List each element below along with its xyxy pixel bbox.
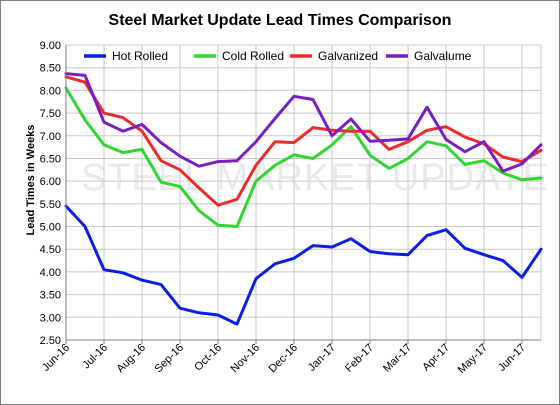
y-tick-label: 3.50	[40, 290, 61, 302]
y-tick-label: 2.50	[40, 335, 61, 347]
y-tick-label: 5.50	[40, 199, 61, 211]
legend: Hot Rolled Cold Rolled Galvanized Galvalume	[84, 49, 472, 63]
y-tick-label: 9.00	[40, 40, 61, 52]
axes	[65, 45, 541, 344]
legend-label-galvanized: Galvanized	[318, 49, 378, 63]
series-line-cold-rolled	[64, 86, 543, 228]
y-tick-label: 6.50	[40, 153, 61, 165]
series-line-galvanized	[64, 75, 543, 207]
y-tick-label: 7.50	[40, 108, 61, 120]
y-axis-label: Lead Times in Weeks	[25, 125, 37, 236]
y-tick-label: 3.00	[40, 312, 61, 324]
y-tick-label: 8.00	[40, 85, 61, 97]
chart-title: Steel Market Update Lead Times Compariso…	[109, 12, 452, 29]
series-line-hot-rolled	[64, 204, 543, 326]
series-lines	[64, 72, 543, 326]
y-tick-label: 4.00	[40, 267, 61, 279]
series-line-galvalume	[64, 72, 543, 173]
legend-label-galvalume: Galvalume	[414, 49, 472, 63]
y-tick-label: 8.50	[40, 63, 61, 75]
y-tick-labels: 9.00 8.50 8.00 7.50 7.00 6.50 6.00 5.50 5.00 4.50…	[40, 40, 61, 347]
y-tick-label: 7.00	[40, 131, 61, 143]
legend-label-cold-rolled: Cold Rolled	[222, 49, 284, 63]
y-tick-label: 4.50	[40, 244, 61, 256]
y-tick-label: 6.00	[40, 176, 61, 188]
legend-label-hot-rolled: Hot Rolled	[112, 49, 168, 63]
y-tick-label: 5.00	[40, 222, 61, 234]
